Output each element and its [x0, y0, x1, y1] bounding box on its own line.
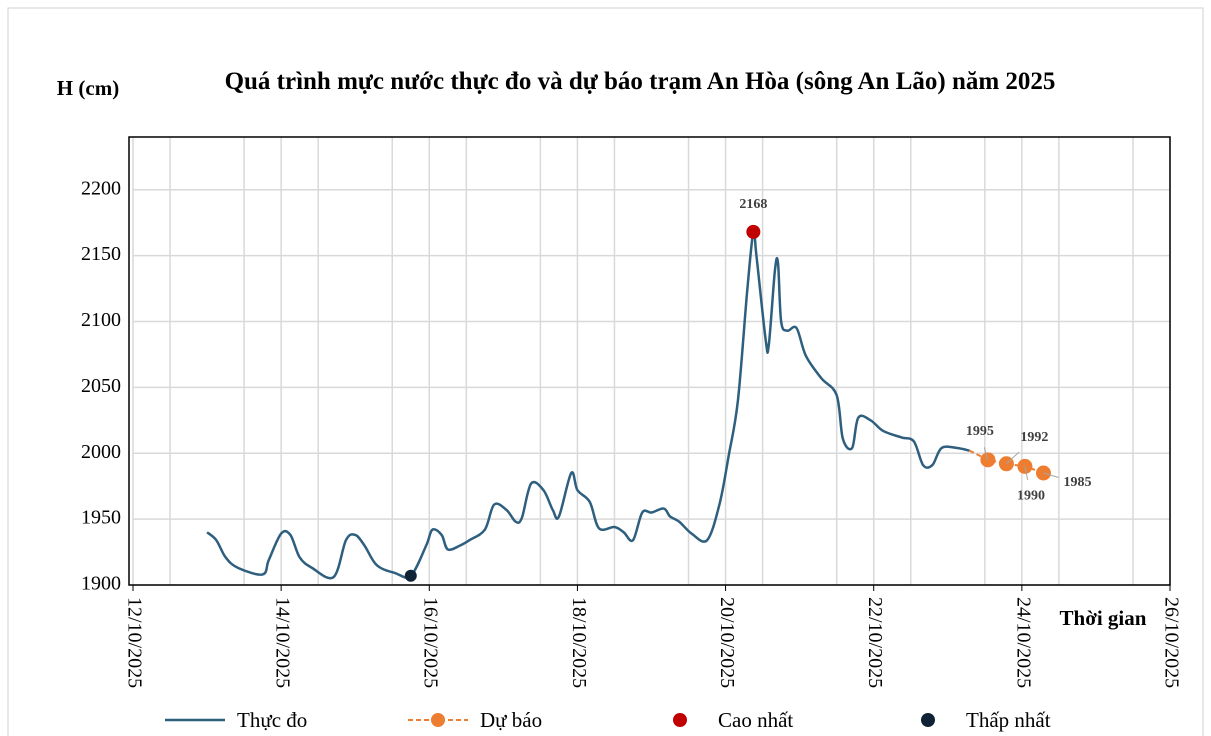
legend-label: Dự báo	[480, 708, 542, 732]
label-leader	[983, 447, 989, 460]
frame	[7, 7, 1204, 736]
y-tick-label: 2150	[81, 243, 121, 265]
data-label: 1992	[1020, 430, 1048, 445]
extreme-point	[746, 224, 761, 239]
label-leader	[1043, 472, 1059, 478]
legend-item: Dự báo	[408, 708, 542, 732]
legend-label: Thấp nhất	[966, 708, 1051, 732]
legend-label: Thực đo	[237, 708, 307, 732]
data-label: 2168	[739, 197, 767, 212]
data-label: 1990	[1017, 489, 1045, 504]
x-tick-label: 16/10/2025	[420, 597, 442, 688]
extreme-point	[404, 569, 417, 582]
x-tick-label: 14/10/2025	[272, 597, 294, 688]
label-leader	[1006, 451, 1020, 465]
y-tick-label: 2050	[81, 375, 121, 397]
y-tick-label: 1950	[81, 507, 121, 529]
plot-frame	[128, 136, 1171, 586]
legend-swatch	[673, 713, 687, 727]
label-leader	[1024, 466, 1029, 481]
legend-label: Cao nhất	[718, 708, 793, 732]
x-tick-label: 12/10/2025	[123, 597, 145, 688]
chart-title: Quá trình mực nước thực đo và dự báo trạ…	[224, 68, 1056, 95]
legend-item: Cao nhất	[673, 708, 793, 732]
y-tick-label: 2200	[81, 177, 121, 199]
legend-swatch	[921, 713, 935, 727]
y-tick-label: 2100	[81, 309, 121, 331]
x-tick-label: 18/10/2025	[568, 597, 590, 688]
data-label: 1985	[1063, 475, 1091, 490]
y-tick-label: 1900	[81, 573, 121, 595]
legend-item: Thực đo	[165, 708, 307, 732]
legend-swatch	[431, 713, 445, 727]
x-tick-label: 20/10/2025	[716, 597, 738, 688]
measured-line	[206, 229, 970, 580]
x-tick-label: 22/10/2025	[864, 597, 886, 688]
data-label: 1995	[966, 424, 994, 439]
y-axis-label: H (cm)	[57, 76, 119, 100]
x-tick-label: 26/10/2025	[1160, 597, 1182, 688]
legend-item: Thấp nhất	[921, 708, 1051, 732]
x-tick-label: 24/10/2025	[1012, 597, 1034, 688]
y-tick-label: 2000	[81, 441, 121, 463]
x-axis-label: Thời gian	[1060, 606, 1147, 630]
